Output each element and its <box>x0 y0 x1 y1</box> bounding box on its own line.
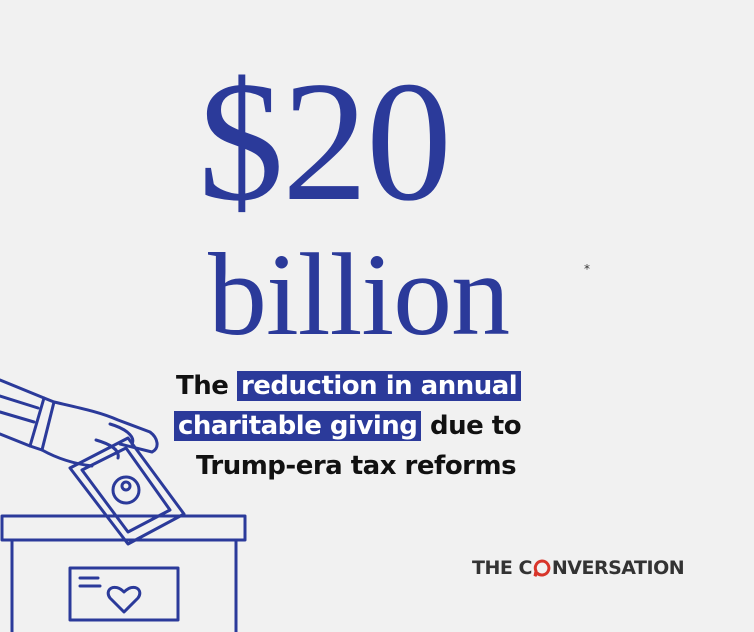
box-body <box>10 538 238 632</box>
headline-unit: billion <box>208 229 510 360</box>
caption-highlight: reduction in annual <box>236 371 522 401</box>
caption-line: charitable giving due to <box>174 408 522 444</box>
caption-line: The reduction in annual <box>176 368 522 404</box>
box-lid <box>0 514 247 542</box>
headline-amount: $20 <box>198 47 452 237</box>
donation-illustration <box>0 378 247 632</box>
sleeve <box>0 378 46 448</box>
heart-icon <box>106 585 142 614</box>
caption-text: due to <box>429 411 522 441</box>
caption-line: Trump-era tax reforms <box>196 451 517 481</box>
footnote-mark: * <box>584 262 590 276</box>
caption-text: The <box>176 371 229 401</box>
caption-highlight: charitable giving <box>174 411 422 441</box>
bill <box>68 436 186 546</box>
label-lines <box>78 576 102 588</box>
bill-head <box>120 480 132 492</box>
logo-text: NVERSATION <box>551 557 685 579</box>
cuff <box>28 396 56 452</box>
bill-inner <box>80 446 172 534</box>
logo: THE C NVERSATION <box>472 557 685 579</box>
bill-portrait <box>111 475 141 505</box>
sleeve-lines <box>0 394 40 424</box>
logo-text: THE C <box>472 557 532 579</box>
box-label <box>68 566 180 622</box>
logo-bubble-icon <box>533 559 551 577</box>
